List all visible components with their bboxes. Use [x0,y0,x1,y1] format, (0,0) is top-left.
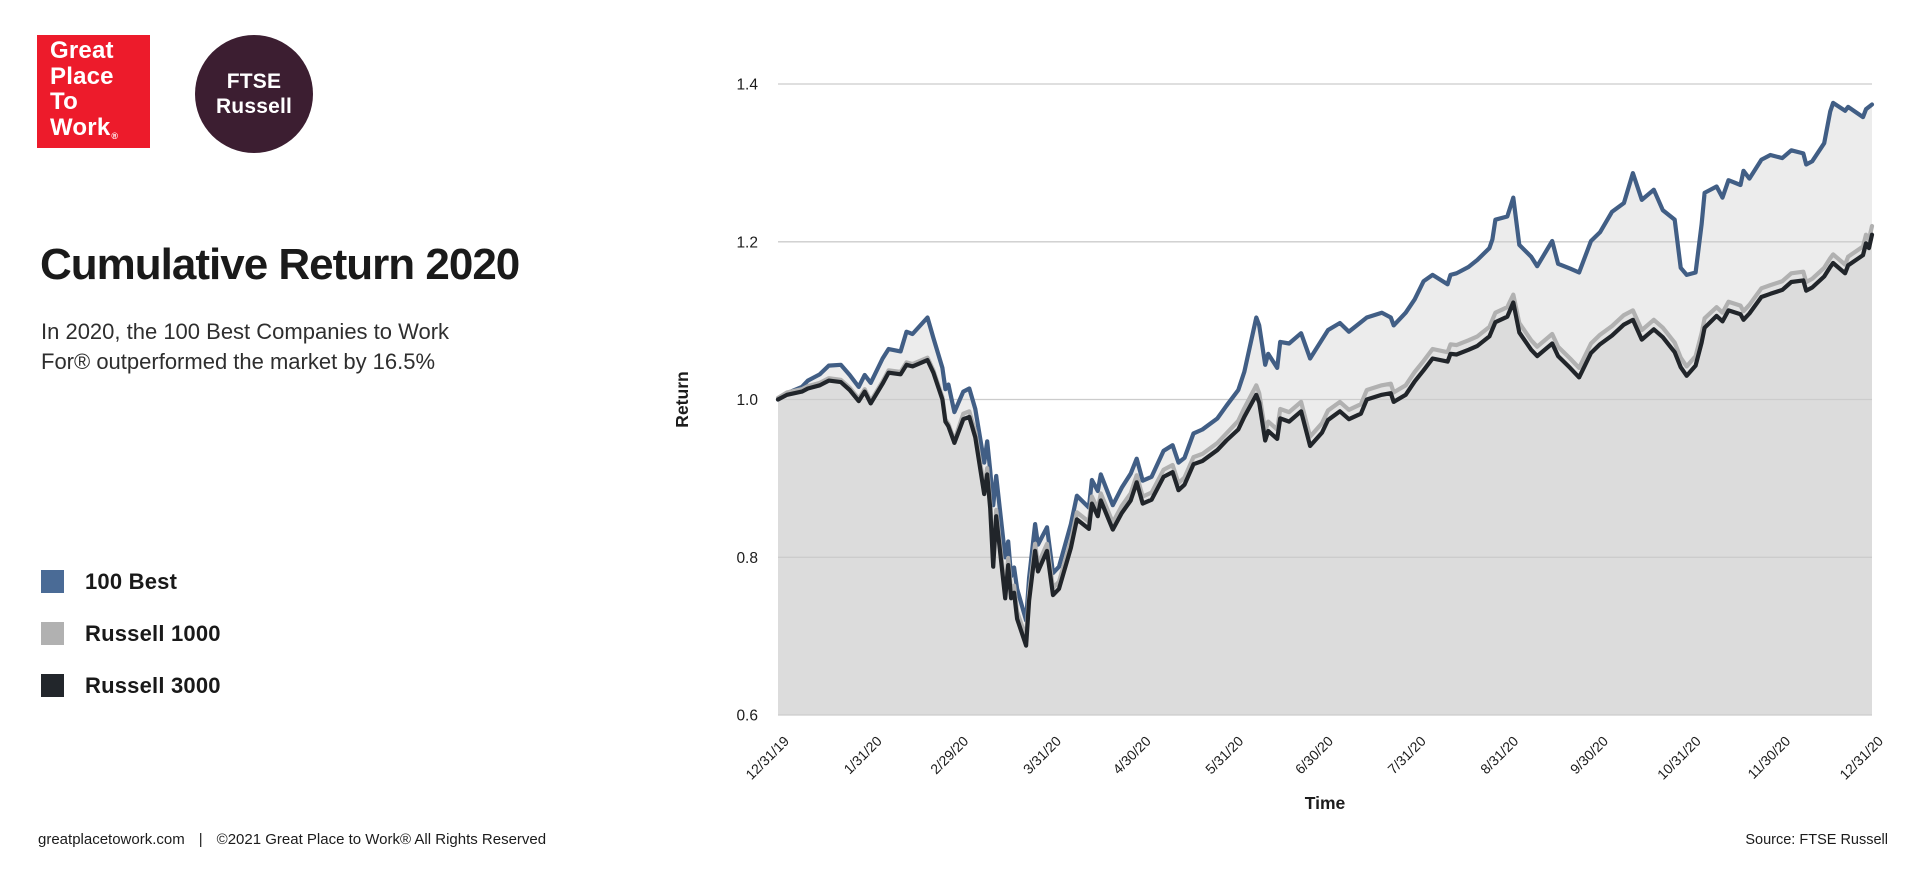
y-axis-title: Return [672,371,692,427]
subtitle-line-1: In 2020, the 100 Best Companies to Work [41,319,450,344]
x-tick-label-12-31-19: 12/31/19 [742,733,792,783]
legend-item-100-best: 100 Best [41,568,221,594]
footer-website: greatplacetowork.com [38,831,185,848]
ftse-logo-line: FTSE [226,70,282,93]
x-axis-title: Time [1305,793,1346,813]
ftse-logo-line: Russell [215,95,293,118]
x-tick-label-9-30-20: 9/30/20 [1567,733,1611,777]
footer-separator: | [198,831,203,848]
x-tick-label-8-31-20: 8/31/20 [1477,733,1521,777]
ftse-russell-logo: FTSE Russell [195,35,313,153]
y-tick-label-0-8: 0.8 [736,550,758,567]
great-place-to-work-logo: Great Place To Work® [37,35,150,148]
page-title: Cumulative Return 2020 [40,240,520,289]
legend-item-russell-3000: Russell 3000 [41,672,221,698]
gptw-logo-line: Great [50,37,114,64]
registered-mark: ® [111,130,119,141]
legend-label: Russell 3000 [85,672,221,698]
y-tick-label-1-0: 1.0 [736,392,758,409]
subtitle-line-2: For® outperformed the market by 16.5% [41,349,436,374]
chart-legend: 100 Best Russell 1000 Russell 3000 [41,568,221,726]
legend-swatch-russell-1000 [41,622,64,645]
gptw-logo-line: To [50,88,78,115]
x-tick-label-10-31-20: 10/31/20 [1654,733,1704,783]
y-tick-label-0-6: 0.6 [736,708,758,725]
x-tick-label-2-29-20: 2/29/20 [927,733,971,777]
page-subtitle: In 2020, the 100 Best Companies to Work … [41,317,449,377]
x-tick-label-6-30-20: 6/30/20 [1292,733,1336,777]
series-line-russell-3000 [775,232,1875,648]
x-tick-label-3-31-20: 3/31/20 [1020,733,1064,777]
x-tick-label-1-31-20: 1/31/20 [840,733,884,777]
x-tick-label-7-31-20: 7/31/20 [1384,733,1428,777]
x-tick-label-11-30-20: 11/30/20 [1744,733,1793,782]
y-tick-label-1-2: 1.2 [736,234,758,251]
series-line-100-best [775,100,1875,623]
legend-swatch-100-best [41,570,64,593]
gptw-logo-line: Work® [50,113,119,141]
legend-item-russell-1000: Russell 1000 [41,620,221,646]
x-tick-label-4-30-20: 4/30/20 [1109,733,1153,777]
legend-label: 100 Best [85,568,178,594]
legend-swatch-russell-3000 [41,674,64,697]
chart-source-credit: Source: FTSE Russell [1745,832,1888,848]
gptw-logo-line: Place [50,62,114,90]
y-tick-label-1-4: 1.4 [736,77,758,94]
footer: greatplacetowork.com | ©2021 Great Place… [38,831,546,848]
legend-label: Russell 1000 [85,620,221,646]
x-tick-label-5-31-20: 5/31/20 [1202,733,1246,777]
footer-copyright: ©2021 Great Place to Work® All Rights Re… [216,831,547,848]
x-tick-label-12-31-20: 12/31/20 [1836,733,1886,783]
